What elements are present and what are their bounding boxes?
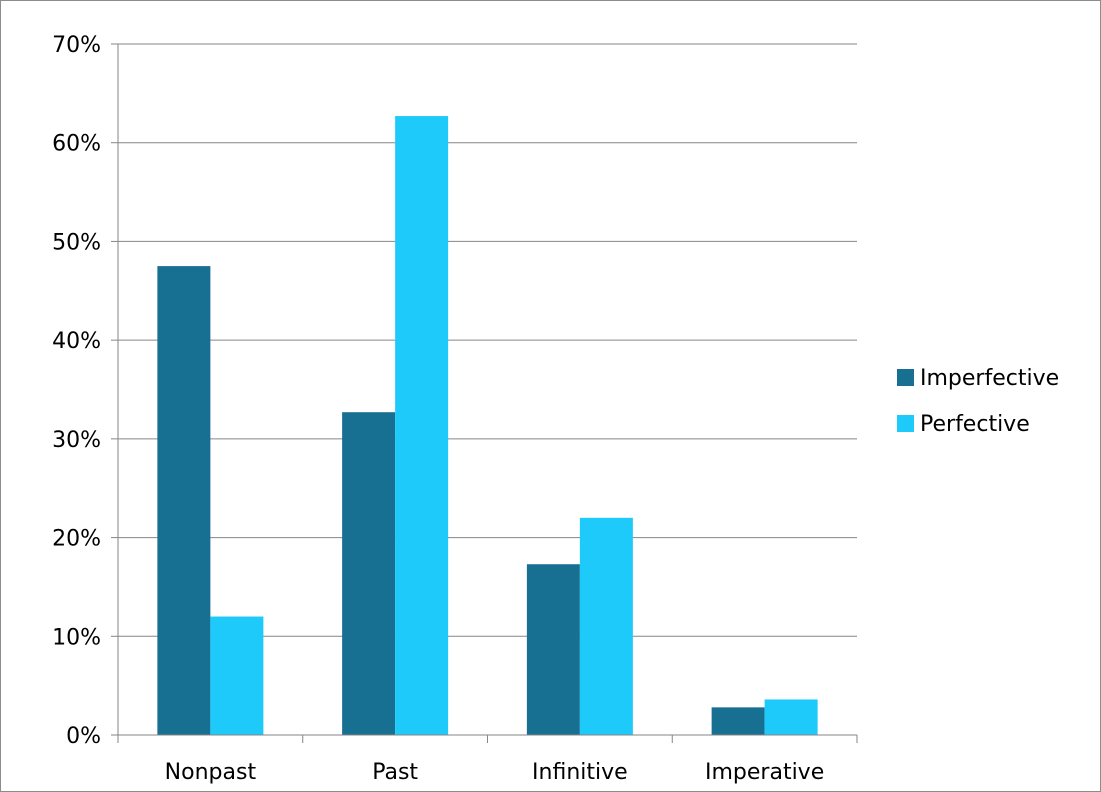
x-tick-labels: Nonpast Past Infinitive Imperative bbox=[165, 760, 825, 785]
bar-imperfective-past bbox=[342, 412, 396, 735]
y-tick-label: 0% bbox=[66, 724, 101, 749]
y-tick-label: 50% bbox=[52, 230, 101, 255]
x-tick-label: Imperative bbox=[705, 760, 824, 785]
gridlines bbox=[118, 43, 857, 637]
bar-perfective-imperative bbox=[764, 699, 818, 735]
y-tick-label: 30% bbox=[52, 428, 101, 453]
y-tick-label: 70% bbox=[52, 33, 101, 58]
bar-imperfective-imperative bbox=[711, 707, 765, 735]
legend-swatch-imperfective bbox=[897, 369, 914, 386]
bar-perfective-nonpast bbox=[210, 616, 264, 735]
x-tick-label: Nonpast bbox=[165, 760, 257, 785]
bar-imperfective-infinitive bbox=[526, 564, 580, 735]
y-tick-label: 10% bbox=[52, 625, 101, 650]
legend-label-perfective: Perfective bbox=[920, 412, 1030, 437]
bar-imperfective-nonpast bbox=[157, 266, 211, 735]
legend: Imperfective Perfective bbox=[897, 366, 1059, 437]
legend-swatch-perfective bbox=[897, 415, 914, 432]
legend-label-imperfective: Imperfective bbox=[920, 366, 1059, 391]
y-tick-label: 40% bbox=[52, 329, 101, 354]
x-tick-label: Infinitive bbox=[532, 760, 628, 785]
y-tick-label: 60% bbox=[52, 132, 101, 157]
axes bbox=[111, 43, 858, 743]
bar-perfective-infinitive bbox=[579, 517, 633, 735]
bars bbox=[157, 116, 818, 736]
y-tick-label: 20% bbox=[52, 527, 101, 552]
x-tick-label: Past bbox=[372, 760, 418, 785]
y-tick-labels: 0% 10% 20% 30% 40% 50% 60% 70% bbox=[52, 33, 101, 749]
bar-perfective-past bbox=[395, 116, 449, 736]
